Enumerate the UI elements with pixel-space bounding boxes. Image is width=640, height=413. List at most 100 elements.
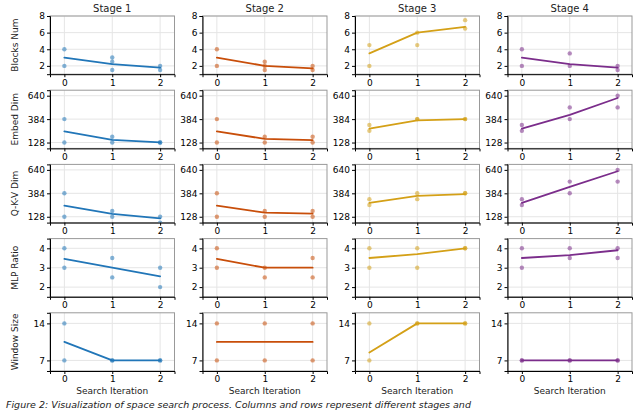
tick-label: 2	[463, 152, 469, 162]
grid-line	[508, 32, 633, 33]
y-tick: 4	[39, 244, 50, 254]
tick-label: 7	[497, 356, 503, 366]
tick-label: 2	[158, 78, 164, 88]
grid-line	[203, 49, 328, 50]
tick-mark	[200, 143, 203, 144]
y-tick: 4	[192, 244, 203, 254]
dot	[367, 43, 371, 47]
grid-line	[508, 49, 633, 50]
x-tick: 1	[262, 371, 268, 384]
tick-label: 640	[485, 165, 502, 175]
x-tick: 2	[158, 74, 164, 87]
mean-line	[217, 341, 313, 343]
tick-label: 1	[110, 300, 116, 310]
x-tick: 2	[615, 297, 621, 310]
tick-label: 2	[310, 226, 316, 236]
plot-area	[215, 191, 315, 219]
plot-area	[215, 246, 315, 280]
tick-mark	[505, 143, 508, 144]
y-axis: 234	[344, 239, 355, 297]
x-axis: 012	[51, 148, 176, 161]
grid	[355, 164, 480, 222]
y-axis: 128384640	[28, 91, 51, 149]
x-axis: 012	[508, 371, 633, 384]
panel: 012128384640	[485, 90, 632, 162]
y-axis: 234	[39, 239, 50, 297]
plot-area	[62, 321, 162, 362]
dot	[520, 64, 524, 68]
tick-label: 14	[491, 319, 503, 329]
plot-frame	[203, 313, 328, 371]
x-tick: 1	[567, 297, 573, 310]
y-axis: 714	[339, 313, 356, 371]
axis-line	[505, 91, 509, 149]
tick-mark	[352, 323, 355, 324]
y-axis: 2468	[497, 11, 508, 74]
y-tick: 640	[180, 165, 202, 175]
y-tick: 2	[344, 282, 355, 292]
tick-mark	[47, 360, 50, 361]
y-axis: 128384640	[180, 165, 203, 223]
dot	[568, 117, 572, 121]
dot	[158, 358, 162, 362]
y-tick: 14	[34, 319, 50, 329]
tick-label: 0	[519, 152, 525, 162]
dot	[62, 358, 66, 362]
y-tick: 6	[497, 28, 508, 38]
tick-label: 7	[344, 356, 350, 366]
tick-mark	[352, 248, 355, 249]
y-tick: 14	[186, 319, 202, 329]
axis-line	[47, 17, 51, 75]
tick-label: 4	[344, 45, 350, 55]
tick-mark	[352, 170, 355, 171]
axis-line	[505, 313, 509, 371]
dot	[520, 197, 524, 201]
x-tick: 1	[262, 223, 268, 236]
tick-label: 2	[463, 78, 469, 88]
plot-area	[520, 47, 620, 72]
panel: 012128384640	[180, 164, 327, 236]
dot	[263, 275, 267, 279]
dot	[568, 358, 572, 362]
grid-line	[355, 49, 480, 50]
y-tick: 4	[192, 45, 203, 55]
plot-frame	[50, 164, 175, 222]
tick-mark	[352, 49, 355, 50]
axis-line	[352, 165, 356, 223]
x-tick: 2	[463, 74, 469, 87]
plot-frame	[50, 90, 175, 148]
dot	[110, 358, 114, 362]
x-axis: 012	[356, 297, 481, 310]
x-tick: 1	[110, 223, 116, 236]
axis-line	[200, 239, 204, 297]
y-axis: 234	[192, 239, 203, 297]
grid-line	[50, 248, 175, 249]
x-axis: 012	[508, 223, 633, 236]
axis-line	[200, 91, 204, 149]
grid-line	[355, 169, 480, 170]
dot	[215, 47, 219, 51]
dot	[463, 191, 467, 195]
y-tick: 128	[180, 212, 202, 222]
dot	[310, 321, 314, 325]
y-tick: 3	[39, 263, 50, 273]
dot	[415, 197, 419, 201]
grid-line	[50, 169, 175, 170]
dot	[263, 209, 267, 213]
dot	[110, 60, 114, 64]
x-tick: 0	[367, 223, 373, 236]
dot	[463, 246, 467, 250]
tick-label: 640	[485, 91, 502, 101]
dot	[520, 358, 524, 362]
dot	[520, 266, 524, 270]
x-tick: 0	[367, 74, 373, 87]
y-tick: 2	[192, 61, 203, 71]
y-tick: 7	[497, 356, 508, 366]
x-tick: 0	[214, 74, 220, 87]
x-tick: 1	[110, 371, 116, 384]
mean-line	[64, 342, 160, 361]
tick-label: 2	[463, 300, 469, 310]
grid-line	[50, 49, 175, 50]
grid-line	[50, 119, 175, 120]
dot	[310, 256, 314, 260]
